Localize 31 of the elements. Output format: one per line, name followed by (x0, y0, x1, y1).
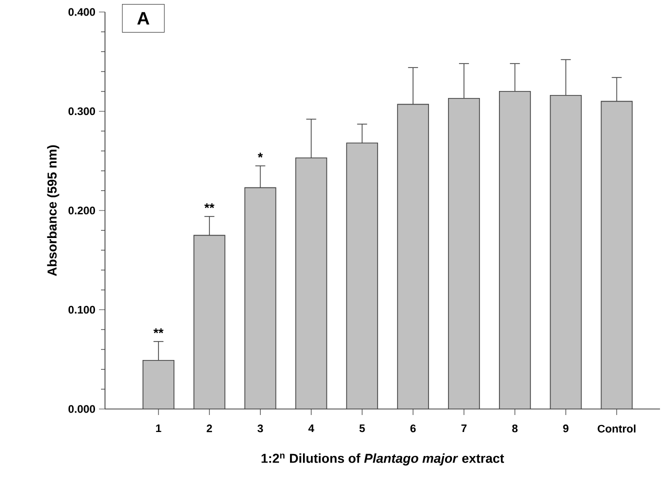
y-tick-label: 0.200 (68, 206, 96, 214)
annotation: A (137, 12, 150, 24)
x-tick-label: Control (598, 424, 636, 433)
bar (295, 157, 328, 409)
bar (448, 98, 480, 409)
y-tick-label: 0.000 (68, 405, 96, 413)
y-axis-title: Absorbance (595 nm) (47, 145, 60, 276)
bar (346, 142, 378, 409)
bar (600, 100, 633, 409)
bar (498, 91, 531, 409)
annotation: ** (204, 203, 214, 208)
bar (193, 234, 226, 409)
x-tick-label: 2 (206, 424, 212, 432)
bar (142, 360, 174, 409)
x-tick-label: 9 (563, 424, 568, 432)
x-tick-label: 6 (410, 424, 416, 432)
bar (397, 104, 429, 409)
x-tick-label: 8 (512, 424, 518, 432)
y-tick-label: 0.100 (68, 306, 96, 314)
bar (550, 94, 582, 409)
x-tick-label: 5 (359, 424, 365, 432)
annotation: ** (153, 328, 164, 334)
x-tick-label: 3 (258, 424, 263, 432)
x-axis-title: 1:2$^{n}$ Dilutions of Plantago major extract (262, 453, 504, 466)
x-tick-label: 7 (461, 424, 467, 432)
x-tick-label: 1 (156, 424, 162, 432)
y-tick-label: 0.300 (68, 107, 96, 116)
annotation: * (258, 152, 263, 158)
x-tick-label: 4 (308, 424, 314, 432)
y-tick-label: 0.400 (68, 8, 96, 16)
bar (244, 187, 276, 409)
